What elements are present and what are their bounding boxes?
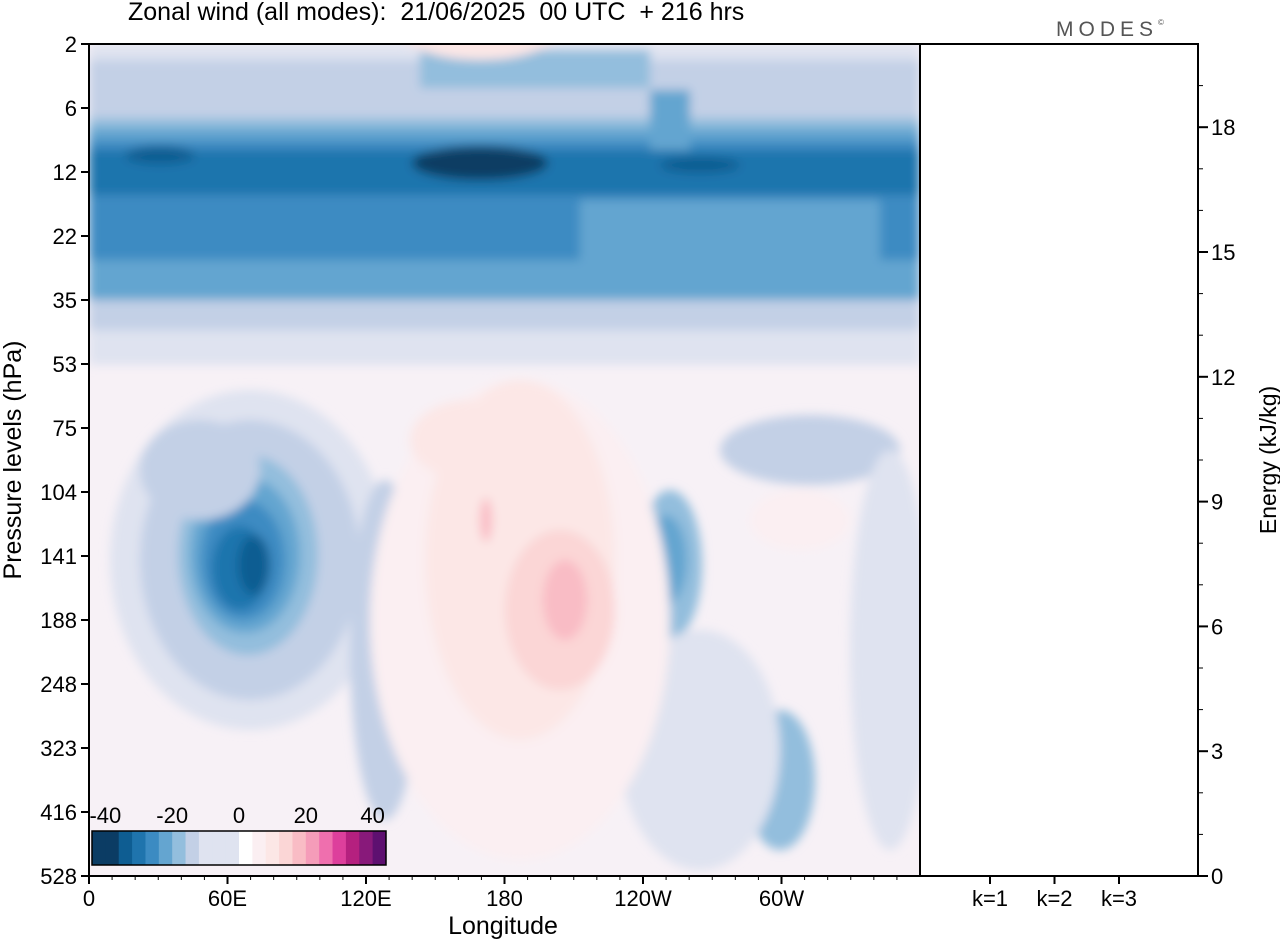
contour-region — [238, 535, 270, 595]
y-tick-label: 323 — [40, 736, 77, 761]
contour-region — [660, 157, 740, 173]
energy-bars: k=1 k=2 k=3 — [968, 875, 1141, 911]
y-tick-label: 53 — [53, 352, 77, 377]
energy-tick-label: 0 — [1211, 864, 1223, 889]
colorbar-swatch — [319, 831, 334, 865]
contour-region — [409, 44, 551, 60]
colorbar-swatch — [332, 831, 347, 865]
colorbar-swatch — [252, 831, 267, 865]
energy-tick-label: 12 — [1211, 365, 1235, 390]
colorbar-swatch — [239, 831, 253, 865]
contour-region — [580, 200, 880, 300]
colorbar-swatch — [132, 831, 146, 865]
brand-mark: © — [1158, 18, 1164, 27]
contour-region — [720, 415, 900, 485]
contour-region — [480, 498, 492, 542]
y-tick-label: 104 — [40, 480, 77, 505]
contour-region — [89, 330, 920, 365]
y-tick-label: 22 — [53, 224, 77, 249]
colorbar-swatch — [225, 831, 240, 865]
colorbar-swatch — [172, 831, 187, 865]
energy-tick-label: 15 — [1211, 240, 1235, 265]
x-tick-label: 180 — [486, 886, 523, 911]
colorbar-swatch — [92, 831, 106, 865]
x-axis: 0 60E 120E 180 120W 60W — [83, 876, 898, 911]
bar-category-label: k=2 — [1036, 886, 1072, 911]
x-tick-label: 60E — [208, 886, 247, 911]
colorbar-swatch — [158, 831, 173, 865]
colorbar-swatch — [305, 831, 320, 865]
y-tick-label: 141 — [40, 544, 77, 569]
contour-region — [850, 450, 920, 850]
y-tick-label: 6 — [65, 96, 77, 121]
y-axis: 2 6 12 22 35 53 75 104 141 188 248 323 416 528 — [40, 32, 89, 889]
colorbar-swatch — [265, 831, 280, 865]
y-axis-label: Pressure levels (hPa) — [0, 341, 27, 580]
y-tick-label: 188 — [40, 608, 77, 633]
colorbar: -40 -20 0 20 40 — [89, 803, 387, 866]
colorbar-swatch — [292, 831, 307, 865]
energy-tick-label: 18 — [1211, 115, 1235, 140]
bar-category-label: k=1 — [972, 886, 1008, 911]
x-tick-label: 0 — [83, 886, 95, 911]
energy-panel-frame — [919, 43, 1199, 877]
colorbar-frame — [91, 830, 387, 866]
brand-logo: MODES© — [1056, 18, 1164, 42]
energy-tick-label: 6 — [1211, 614, 1223, 639]
colorbar-swatch — [345, 831, 360, 865]
colorbar-tick-label: 0 — [233, 803, 245, 828]
colorbar-tick-label: -20 — [156, 803, 188, 828]
contour-region — [410, 400, 530, 480]
colorbar-tick-label: 20 — [294, 803, 318, 828]
y-tick-label: 2 — [65, 32, 77, 57]
x-tick-label: 60W — [759, 886, 804, 911]
contour-region — [125, 146, 195, 164]
colorbar-swatch — [212, 831, 227, 865]
heatmap-contours — [89, 44, 920, 870]
contour-region — [543, 560, 587, 640]
energy-axis-label: Energy (kJ/kg) — [1255, 386, 1280, 534]
colorbar-swatch — [105, 831, 120, 865]
chart-title: Zonal wind (all modes): 21/06/2025 00 UT… — [128, 0, 745, 26]
bar-category-label: k=3 — [1101, 886, 1137, 911]
contour-region — [412, 146, 548, 180]
colorbar-swatch — [359, 831, 374, 865]
y-tick-label: 35 — [53, 288, 77, 313]
colorbar-tick-label: -40 — [89, 803, 121, 828]
y-tick-label: 528 — [40, 864, 77, 889]
contour-region — [750, 490, 850, 550]
brand-text: MODES — [1056, 18, 1159, 41]
contour-region — [140, 420, 260, 520]
colorbar-swatch — [372, 831, 387, 865]
x-tick-label: 120W — [614, 886, 672, 911]
colorbar-swatch — [279, 831, 293, 865]
y-tick-label: 248 — [40, 672, 77, 697]
energy-tick-label: 3 — [1211, 739, 1223, 764]
colorbar-swatch — [198, 831, 213, 865]
y-tick-label: 75 — [53, 416, 77, 441]
colorbar-swatch — [185, 831, 200, 865]
colorbar-tick-label: 40 — [360, 803, 384, 828]
x-axis-label: Longitude — [448, 912, 558, 940]
y-tick-label: 416 — [40, 800, 77, 825]
heatmap-field — [89, 44, 920, 876]
y-tick-label: 12 — [53, 160, 77, 185]
colorbar-swatch — [145, 831, 160, 865]
energy-tick-label: 9 — [1211, 490, 1223, 515]
colorbar-swatch — [118, 831, 133, 865]
contour-region — [650, 90, 690, 150]
energy-bar — [968, 875, 1012, 877]
x-tick-label: 120E — [340, 886, 391, 911]
energy-axis: 0 3 6 9 12 15 18 — [1198, 85, 1235, 889]
